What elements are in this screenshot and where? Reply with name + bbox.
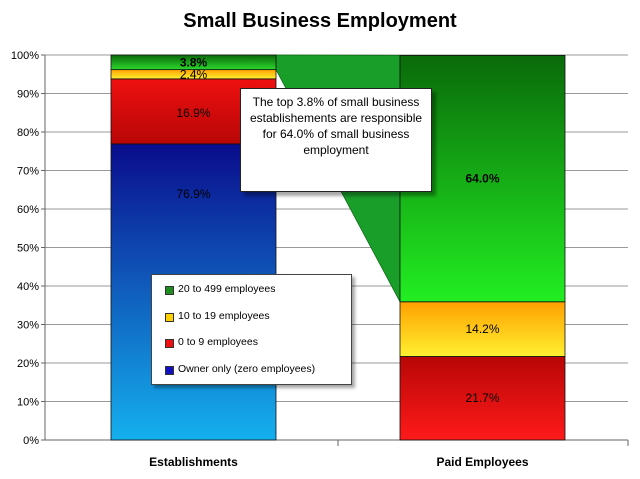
bar-segment-label: 64.0% bbox=[465, 172, 499, 186]
bar-segment-label: 3.8% bbox=[180, 55, 208, 69]
legend-label: 20 to 499 employees bbox=[178, 283, 276, 295]
y-tick-label: 40% bbox=[17, 281, 39, 293]
legend: 20 to 499 employees 10 to 19 employees 0 t… bbox=[151, 274, 352, 385]
x-category-label: Establishments bbox=[149, 455, 238, 469]
legend-item: 10 to 19 employees bbox=[152, 310, 351, 337]
y-tick-label: 30% bbox=[17, 320, 39, 332]
legend-swatch bbox=[165, 286, 174, 295]
y-axis-ticks: 0% 10% 20% 30% 40% 50% 60% 70% 80% 90% 100% bbox=[11, 50, 45, 447]
y-tick-label: 90% bbox=[17, 89, 39, 101]
legend-swatch bbox=[165, 339, 174, 348]
y-tick-label: 50% bbox=[17, 243, 39, 255]
legend-label: 10 to 19 employees bbox=[178, 309, 270, 322]
x-axis-categories: Establishments Paid Employees bbox=[149, 455, 529, 469]
x-category-label: Paid Employees bbox=[436, 455, 528, 469]
bar-segment-label: 2.4% bbox=[180, 67, 208, 81]
legend-item: Owner only (zero employees) bbox=[152, 363, 351, 390]
bar-segment-label: 14.2% bbox=[465, 322, 499, 336]
legend-item: 0 to 9 employees bbox=[152, 336, 351, 363]
legend-label: 0 to 9 employees bbox=[178, 336, 258, 348]
legend-swatch bbox=[165, 365, 174, 375]
chart-title: Small Business Employment bbox=[183, 10, 457, 32]
y-tick-label: 70% bbox=[17, 166, 39, 178]
bar-segment bbox=[399, 356, 566, 441]
y-tick-label: 100% bbox=[11, 50, 39, 62]
y-tick-label: 10% bbox=[17, 397, 39, 409]
bar-segment-label: 16.9% bbox=[176, 106, 210, 120]
legend-swatch bbox=[165, 312, 174, 322]
y-tick-label: 80% bbox=[17, 127, 39, 139]
bar-segment bbox=[399, 301, 566, 357]
bar-segment-label: 21.7% bbox=[465, 391, 499, 405]
bar-segment-label: 76.9% bbox=[176, 187, 210, 201]
y-tick-label: 0% bbox=[23, 435, 39, 447]
y-tick-label: 60% bbox=[17, 204, 39, 216]
legend-label: Owner only (zero employees) bbox=[178, 362, 316, 375]
bar-segment bbox=[110, 54, 277, 71]
y-tick-label: 20% bbox=[17, 358, 39, 370]
annotation-callout: The top 3.8% of small business establish… bbox=[240, 88, 432, 192]
legend-item: 20 to 499 employees bbox=[152, 283, 351, 310]
bar-labels: 76.9% 16.9% 2.4%3.8% 21.7% 14.2% 64.0% bbox=[176, 55, 499, 405]
